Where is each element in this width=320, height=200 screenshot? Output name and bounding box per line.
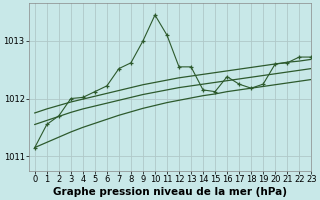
X-axis label: Graphe pression niveau de la mer (hPa): Graphe pression niveau de la mer (hPa) <box>53 187 287 197</box>
